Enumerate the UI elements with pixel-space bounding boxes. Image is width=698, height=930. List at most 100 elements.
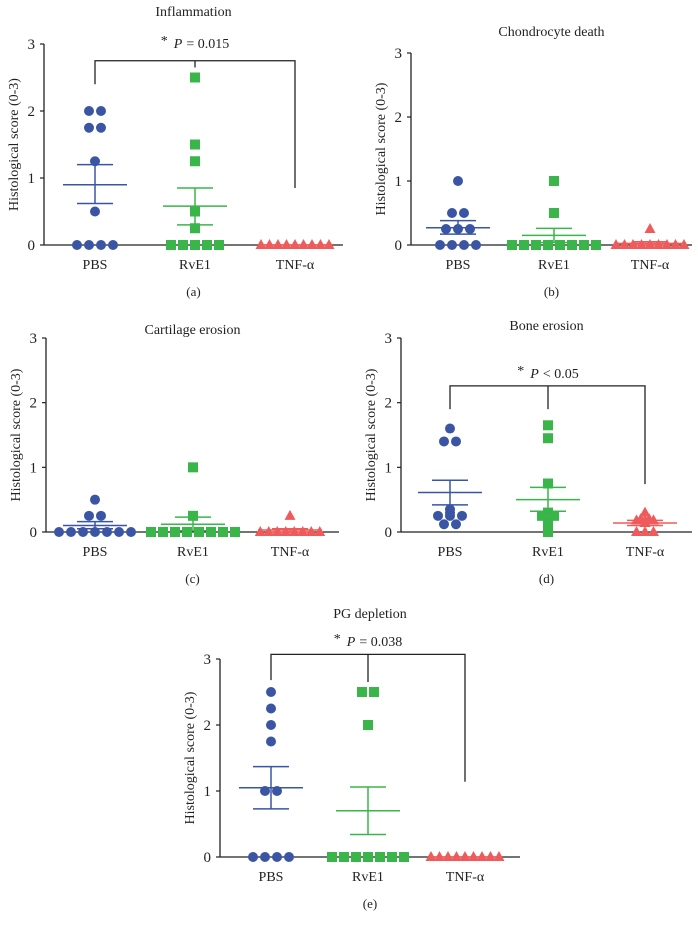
data-point <box>272 852 282 862</box>
data-point <box>636 239 647 249</box>
data-point <box>451 519 461 530</box>
data-point <box>648 526 659 536</box>
panel-title: Bone erosion <box>509 319 583 334</box>
data-point <box>190 206 200 217</box>
panel-label: (e) <box>363 896 377 911</box>
series-PBS <box>54 494 136 537</box>
data-point <box>653 239 664 249</box>
data-point <box>214 240 224 250</box>
data-point <box>441 224 451 234</box>
data-point <box>519 240 529 250</box>
p-value-label: * P = 0.038 <box>334 632 402 650</box>
data-point <box>158 527 168 537</box>
data-point <box>90 206 100 217</box>
data-point <box>263 526 275 536</box>
data-point <box>146 527 156 537</box>
data-point <box>66 527 76 537</box>
data-point <box>264 239 275 249</box>
data-point <box>459 208 469 218</box>
p-symbol: P <box>173 37 183 52</box>
data-point <box>439 436 449 447</box>
data-point <box>351 852 361 862</box>
data-point <box>255 239 267 249</box>
data-point <box>281 239 292 249</box>
data-point <box>96 122 106 133</box>
data-point <box>323 239 335 249</box>
panel-c: Cartilage erosion 0 1 2 3 Histological score … <box>9 323 339 586</box>
data-point <box>451 851 462 861</box>
data-point <box>471 240 481 250</box>
data-point <box>266 720 276 730</box>
panel-d: Bone erosion 0 1 2 3 Histological score (0-3)… <box>364 319 692 586</box>
data-point <box>96 510 106 521</box>
data-point <box>339 852 349 862</box>
data-point <box>670 239 681 249</box>
data-point <box>591 240 601 250</box>
data-point <box>453 224 463 234</box>
data-point <box>306 239 318 249</box>
p-symbol: P <box>529 367 539 382</box>
x-tick-label: PBS <box>83 258 108 273</box>
x-tick-label: PBS <box>259 870 284 885</box>
y-tick-label: 2 <box>30 396 38 412</box>
data-point <box>399 852 409 862</box>
data-point <box>72 240 82 250</box>
data-point <box>531 240 541 250</box>
data-point <box>507 240 517 250</box>
y-tick-label: 0 <box>385 525 393 541</box>
data-point <box>543 527 553 537</box>
data-point <box>678 239 690 249</box>
series-TNF-α <box>610 223 690 249</box>
data-point <box>96 240 106 250</box>
data-point <box>610 239 622 249</box>
data-point <box>96 106 106 116</box>
data-point <box>543 240 553 250</box>
data-point <box>453 176 463 186</box>
panel-title: Cartilage erosion <box>144 323 240 338</box>
panel-title: PG depletion <box>333 607 407 622</box>
data-point <box>266 687 276 697</box>
data-point <box>644 239 656 249</box>
data-point <box>357 687 367 697</box>
data-point <box>298 239 309 249</box>
panel-label: (b) <box>544 284 559 299</box>
x-tick-label: RvE1 <box>538 258 570 273</box>
data-point <box>476 851 488 861</box>
panel-label: (c) <box>185 571 199 586</box>
data-point <box>84 510 94 521</box>
p-value: < 0.05 <box>543 367 579 382</box>
data-point <box>280 526 292 536</box>
y-tick-label: 3 <box>385 331 393 347</box>
data-point <box>457 510 467 521</box>
y-tick-label: 3 <box>204 652 212 668</box>
data-point <box>425 851 437 861</box>
data-point <box>537 510 547 521</box>
series-PBS <box>239 687 303 862</box>
data-point <box>206 527 216 537</box>
data-point <box>314 526 326 536</box>
x-tick-label: PBS <box>83 545 108 560</box>
series-PBS <box>418 423 482 530</box>
x-tick-label: TNF-α <box>446 870 485 885</box>
panel-a: Inflammation 0 1 2 3 Histological score (0-3)… <box>7 5 343 299</box>
significance-star: * <box>517 364 524 379</box>
data-point <box>619 239 630 249</box>
data-point <box>84 106 94 116</box>
series-RvE1 <box>146 462 240 537</box>
data-point <box>439 519 449 530</box>
data-point <box>447 240 457 250</box>
data-point <box>102 527 112 537</box>
data-point <box>451 436 461 447</box>
data-point <box>627 239 639 249</box>
data-point <box>272 239 284 249</box>
data-point <box>297 526 309 536</box>
data-point <box>202 240 212 250</box>
data-point <box>375 852 385 862</box>
data-point <box>435 240 445 250</box>
data-point <box>468 851 479 861</box>
y-axis-label: Histological score (0-3) <box>374 82 389 215</box>
y-axis-label: Histological score (0-3) <box>7 78 22 211</box>
data-point <box>108 240 118 250</box>
series-RvE1 <box>516 420 580 537</box>
